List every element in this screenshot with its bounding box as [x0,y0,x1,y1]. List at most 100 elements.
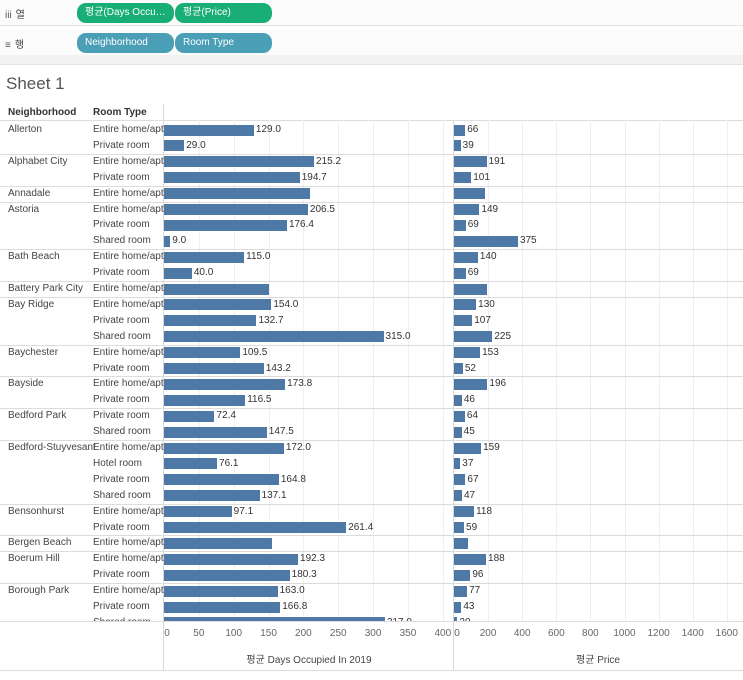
value-label-price: 47 [464,489,476,501]
header-room-type: Room Type [93,107,147,118]
bar-price [454,363,463,374]
bar-price [454,522,465,533]
tick-label-price: 1400 [681,628,704,639]
bar-days-occupied [164,569,290,581]
pill-days-occupied[interactable]: 평균(Days Occupied In.. [77,3,174,23]
bar-days-occupied [164,156,314,168]
chart-rows-area: Allerton Entire home/apt 129.0 66 Private ro… [0,120,743,621]
pill-price[interactable]: 평균(Price) [175,3,272,23]
room-type-label: Entire home/apt [93,378,164,390]
group-separator [0,440,743,442]
bar-price [454,315,473,327]
room-type-label: Private room [93,362,150,374]
neighborhood-label: Bergen Beach [8,537,72,549]
room-type-label: Entire home/apt [93,442,164,453]
value-label-days: 317.0 [387,617,412,621]
value-label-days: 164.8 [280,473,306,485]
value-label-price: 101 [473,171,490,183]
bar-price [454,506,475,518]
rows-label-text: 행 [14,40,25,51]
value-label-price: 37 [462,457,474,469]
bar-days-occupied [164,601,281,613]
bar-price [454,219,466,231]
bar-price [454,537,469,549]
room-type-label: Private room [93,219,150,231]
pane-divider-mid [453,120,454,670]
value-label-days: 172.0 [285,442,311,453]
tick-label-price: 1200 [647,628,670,639]
value-label-price: 118 [476,505,493,517]
group-separator [0,281,743,283]
value-label-price: 69 [467,219,479,231]
room-type-label: Entire home/apt [93,251,164,263]
tick-label-days: 350 [399,628,417,639]
value-label-price: 188 [488,553,505,565]
room-type-label: Private room [93,521,150,533]
room-type-label: Entire home/apt [93,537,164,549]
bar-days-occupied [164,347,241,359]
value-label-price: 59 [466,521,478,533]
tick-label-days: 100 [225,628,243,639]
bar-days-occupied [164,617,385,621]
bar-price [454,347,481,359]
value-label-days: 166.8 [282,601,308,612]
sheet-title: Sheet 1 [6,74,65,93]
bar-days-occupied [164,140,185,152]
bar-price [454,474,466,486]
bar-days-occupied [164,124,254,136]
pill-neighborhood[interactable]: Neighborhood [77,33,174,53]
bar-days-occupied [164,363,264,374]
value-label-price: 45 [463,426,475,438]
neighborhood-label: Alphabet City [8,155,68,167]
bar-price [454,585,468,597]
room-type-label: Entire home/apt [93,346,164,358]
value-label-days: 97.1 [233,505,254,517]
bar-days-occupied [164,299,272,311]
tick-label-days: 200 [295,628,312,639]
tick-label-price: 600 [547,628,565,639]
room-type-label: Entire home/apt [93,553,164,565]
neighborhood-label: Bedford Park [8,410,67,422]
value-label-days: 143.2 [265,362,291,374]
value-label-price: 96 [472,569,484,581]
value-label-price: 67 [467,473,479,485]
tick-label-days: 150 [260,628,277,639]
value-label-days: 109.5 [242,346,268,358]
value-label-days: 173.8 [287,378,313,390]
columns-label-text: 열 [15,10,25,21]
gridline-days [303,120,305,621]
bar-days-occupied [164,188,311,200]
bar-days-occupied [164,537,273,549]
bar-price [454,394,462,406]
group-separator [0,344,743,346]
value-label-days: 132.7 [258,314,284,326]
group-separator [0,583,743,585]
bar-days-occupied [164,474,279,486]
room-type-label: Shared room [93,426,151,438]
bottom-border [0,670,743,671]
bar-price [454,204,480,215]
gridline-days [338,120,340,621]
gridline-price [658,120,660,621]
pill-room-type[interactable]: Room Type [175,33,272,53]
gridline-days [268,120,270,621]
rows-shelf-label: ≡ 행 [5,36,24,51]
bar-price [454,569,471,581]
room-type-label: Private room [93,601,150,612]
value-label-days: 9.0 [172,235,187,247]
neighborhood-label: Allerton [8,124,42,135]
value-label-price: 191 [488,155,506,167]
tick-label-days: 400 [434,628,452,639]
tick-label-price: 1000 [613,628,636,639]
gridline-price [556,120,558,621]
bar-price [454,601,462,613]
value-label-days: 129.0 [255,124,281,135]
value-label-days: 163.0 [279,585,305,597]
value-label-days: 180.3 [291,569,317,581]
axis-top-line [0,621,743,622]
neighborhood-label: Bay Ridge [8,298,55,310]
tick-label-days: 0 [164,628,170,639]
room-type-label: Entire home/apt [93,203,164,215]
value-label-days: 261.4 [348,521,374,533]
